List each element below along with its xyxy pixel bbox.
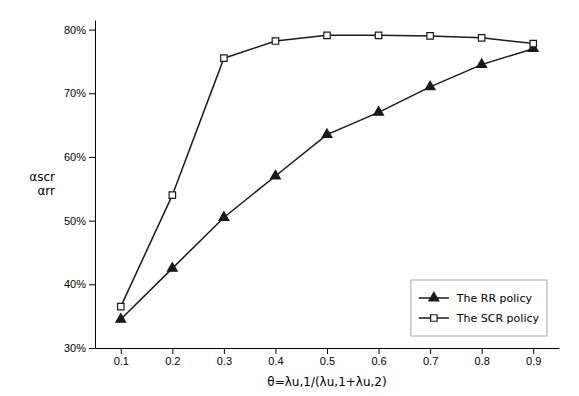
tick: 30% <box>64 342 95 354</box>
point <box>530 40 536 46</box>
tick-label: 0.8 <box>475 355 490 367</box>
tick-mark <box>533 348 534 354</box>
y-axis-title-line: αscr <box>29 170 55 184</box>
tick: 0.5 <box>320 348 335 367</box>
tick-mark <box>121 348 122 354</box>
point <box>118 303 124 309</box>
point <box>374 107 384 116</box>
tick-mark <box>224 348 225 354</box>
tick: 80% <box>64 24 95 36</box>
tick: 0.1 <box>114 348 129 367</box>
point <box>167 263 177 272</box>
legend-label: The RR policy <box>456 292 533 305</box>
tick-mark <box>172 348 173 354</box>
tick-label: 0.4 <box>268 355 283 367</box>
point <box>477 59 487 68</box>
x-axis-title: θ=λu,1/(λu,1+λu,2) <box>267 375 386 389</box>
tick: 0.2 <box>165 348 180 367</box>
point <box>322 129 332 138</box>
legend-marker <box>429 292 439 301</box>
marks <box>116 32 538 322</box>
point <box>425 81 435 90</box>
tick-mark <box>430 348 431 354</box>
tick: 50% <box>64 215 95 227</box>
tick-label: 40% <box>64 278 86 290</box>
legend-box <box>411 280 547 336</box>
tick-mark <box>89 221 95 222</box>
tick: 40% <box>64 278 95 290</box>
point <box>478 35 484 41</box>
y-axis: 30% 40% 50% 60% 70% 80% <box>64 21 96 355</box>
point <box>116 314 126 323</box>
x-axis: 0.1 0.2 0.3 0.4 0.5 0.6 0.7 0.8 0.9 <box>96 348 560 367</box>
point <box>272 38 278 44</box>
tick: 0.8 <box>475 348 490 367</box>
legend-marker <box>431 315 437 321</box>
tick-mark <box>327 348 328 354</box>
tick-label: 60% <box>64 151 86 163</box>
point <box>169 192 175 198</box>
tick-mark <box>89 284 95 285</box>
tick-label: 0.3 <box>217 355 232 367</box>
series-line <box>121 49 533 320</box>
tick-label: 0.7 <box>423 355 438 367</box>
point <box>427 33 433 39</box>
tick: 60% <box>64 151 95 163</box>
tick-label: 0.6 <box>371 355 386 367</box>
tick: 0.3 <box>217 348 232 367</box>
tick-label: 0.1 <box>114 355 129 367</box>
plot-area: 0.1 0.2 0.3 0.4 0.5 0.6 0.7 0.8 0.9 30% 40% 50% 60% 7… <box>64 21 560 367</box>
point <box>375 32 381 38</box>
tick-mark <box>89 348 95 349</box>
tick-label: 30% <box>64 342 86 354</box>
tick: 0.6 <box>371 348 386 367</box>
tick-mark <box>89 93 95 94</box>
tick-mark <box>89 30 95 31</box>
chart: 0.1 0.2 0.3 0.4 0.5 0.6 0.7 0.8 0.9 30% 40% 50% 60% 7… <box>0 0 579 396</box>
legend: The RR policy The SCR policy <box>411 280 547 336</box>
point <box>324 32 330 38</box>
tick-label: 70% <box>64 87 86 99</box>
tick-label: 80% <box>64 24 86 36</box>
series-line <box>121 35 533 306</box>
tick: 0.7 <box>423 348 438 367</box>
axis-line <box>95 21 96 349</box>
tick: 0.4 <box>268 348 283 367</box>
tick-mark <box>89 157 95 158</box>
tick-label: 50% <box>64 215 86 227</box>
point <box>219 212 229 221</box>
tick-label: 0.9 <box>526 355 541 367</box>
tick-mark <box>482 348 483 354</box>
legend-entry: The RR policy <box>419 292 533 305</box>
tick: 70% <box>64 87 95 99</box>
tick-label: 0.2 <box>165 355 180 367</box>
tick: 0.9 <box>526 348 541 367</box>
y-axis-title-line: αrr <box>37 184 55 198</box>
tick-mark <box>275 348 276 354</box>
point <box>271 170 281 179</box>
tick-label: 0.5 <box>320 355 335 367</box>
y-axis-title: αscrαrr <box>29 170 55 198</box>
point <box>221 55 227 61</box>
legend-label: The SCR policy <box>456 312 540 325</box>
legend-entry: The SCR policy <box>419 312 540 325</box>
tick-mark <box>379 348 380 354</box>
